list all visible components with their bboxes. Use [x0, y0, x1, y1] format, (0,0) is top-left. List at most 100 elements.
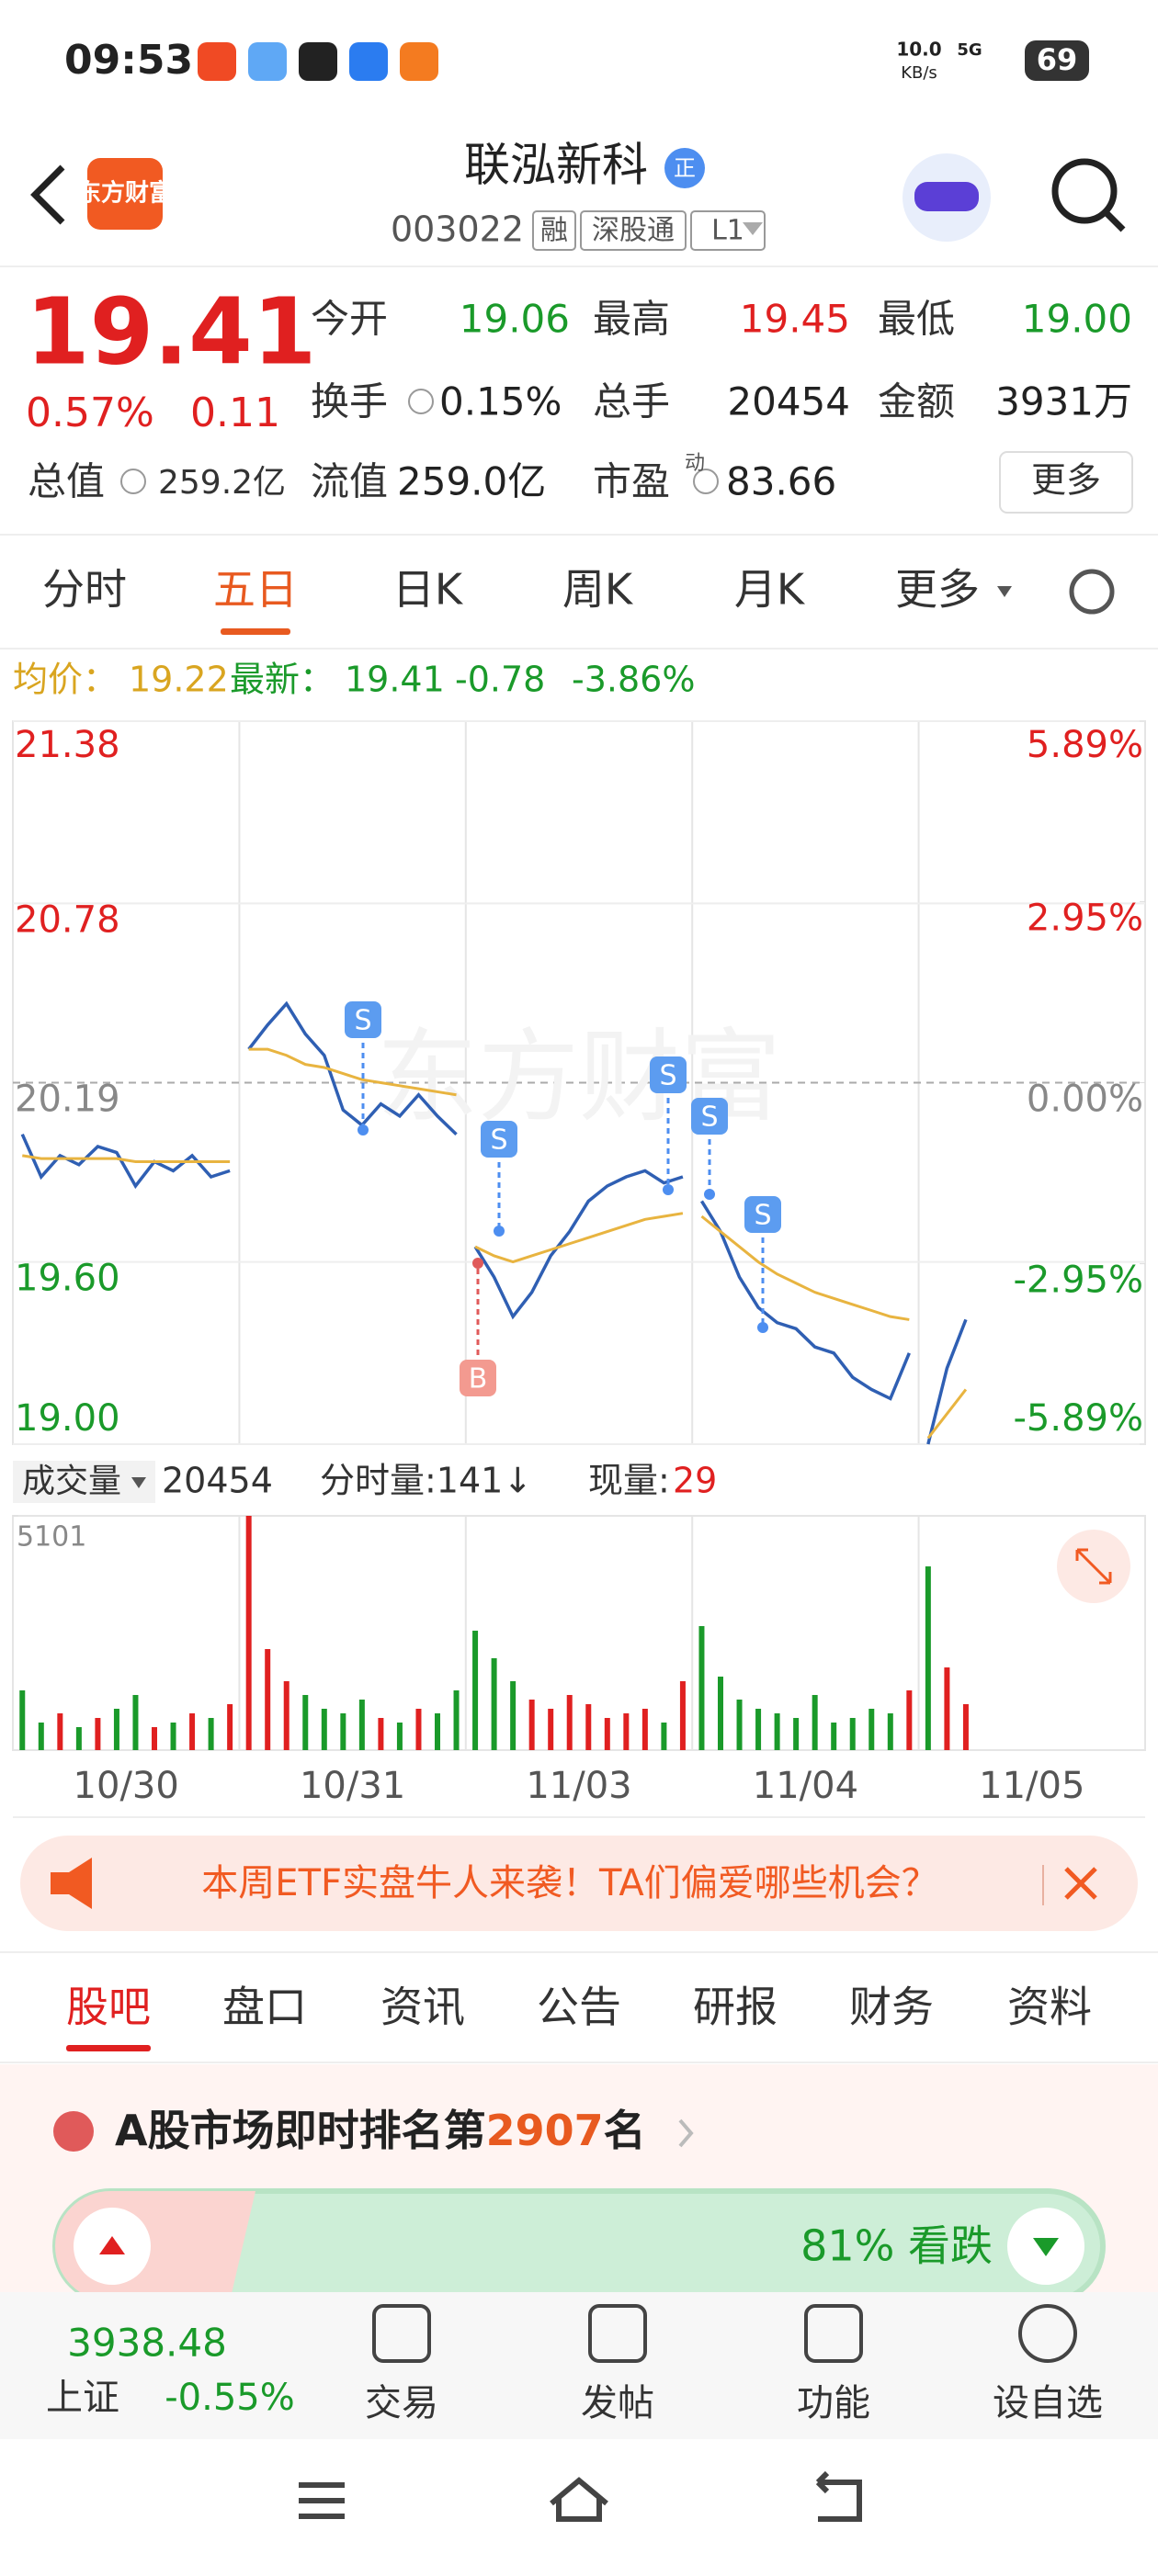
- marker-box: [744, 1196, 781, 1233]
- back-sys[interactable]: [815, 2470, 862, 2522]
- home[interactable]: [550, 2477, 608, 2522]
- tag-box: [532, 210, 576, 251]
- subtab[interactable]: 公告: [537, 1983, 621, 2032]
- vol-bar: [38, 1723, 44, 1750]
- nav-icon[interactable]: [1018, 2304, 1077, 2363]
- subtab[interactable]: 资料: [1007, 1983, 1092, 2032]
- series-line: [20, 1000, 968, 1445]
- info-icon[interactable]: [693, 469, 719, 494]
- nav-label[interactable]: 功能: [797, 2382, 870, 2424]
- x-tick-label: 11/04: [753, 1765, 858, 1807]
- vol-bar: [661, 1723, 667, 1750]
- series-line: [22, 1047, 968, 1440]
- vol-frame: [12, 1515, 1146, 1751]
- field-value: 19.06: [460, 297, 570, 342]
- tab-underline: [221, 628, 290, 635]
- subtab[interactable]: 研报: [693, 1983, 778, 2032]
- menu[interactable]: [299, 2482, 345, 2519]
- y-tick-label: 19.60: [15, 1258, 120, 1300]
- subtab[interactable]: 盘口: [222, 1983, 307, 2032]
- vol-bar: [774, 1713, 780, 1750]
- marker-dot: [757, 1322, 768, 1333]
- vol-bar: [152, 1727, 157, 1750]
- signal: 5G: [957, 40, 982, 60]
- vol-bar: [831, 1723, 837, 1750]
- x-tick-label: 10/30: [74, 1765, 179, 1807]
- vol-label[interactable]: 成交量: [22, 1463, 121, 1500]
- banner[interactable]: [20, 1836, 1138, 1931]
- tab[interactable]: 更多: [895, 565, 980, 615]
- nav-label[interactable]: 设自选: [993, 2382, 1103, 2424]
- field-label: 换手: [311, 379, 388, 424]
- search[interactable]: [1051, 158, 1118, 224]
- marker: S: [354, 1005, 371, 1037]
- subtab[interactable]: 股吧: [66, 1983, 151, 2032]
- tab[interactable]: 周K: [562, 565, 634, 615]
- nav-icon[interactable]: [588, 2304, 647, 2363]
- nav-label[interactable]: 交易: [365, 2382, 438, 2424]
- more-btn[interactable]: [999, 451, 1133, 514]
- expand-icon: [1075, 1548, 1112, 1585]
- field-value: 19.45: [740, 297, 850, 342]
- nav-label[interactable]: 发帖: [581, 2382, 654, 2424]
- more[interactable]: 更多: [1031, 460, 1101, 501]
- index-name: 上证: [46, 2377, 119, 2419]
- subtab[interactable]: 资讯: [380, 1983, 465, 2032]
- marker: B: [469, 1363, 488, 1395]
- rank-text[interactable]: A股市场即时排名第2907名: [115, 2106, 646, 2155]
- field-value: 259.0亿: [397, 459, 546, 504]
- vol-bar: [283, 1681, 290, 1750]
- marker-dot: [358, 1124, 369, 1135]
- vol-bar: [265, 1649, 271, 1750]
- tab[interactable]: 月K: [734, 565, 806, 615]
- vol-bar: [962, 1704, 969, 1750]
- subtab[interactable]: 财务: [849, 1983, 934, 2032]
- field-label: 最低: [878, 297, 955, 342]
- tag: 融: [540, 215, 568, 247]
- vol-bar: [868, 1709, 875, 1750]
- marker-dot: [494, 1226, 505, 1237]
- dropdown[interactable]: [743, 222, 763, 235]
- info-icon[interactable]: [120, 469, 146, 494]
- vol-bar: [510, 1681, 517, 1750]
- marker: S: [700, 1102, 718, 1134]
- vol-bar: [340, 1713, 346, 1750]
- y2-tick-label: 0.00%: [1027, 1079, 1143, 1121]
- banner-text[interactable]: 本周ETF实盘牛人来袭！TA们偏爱哪些机会？: [201, 1862, 937, 1904]
- y-tick-label: 19.00: [15, 1397, 120, 1440]
- tab[interactable]: 五日: [213, 565, 298, 615]
- vol-bar: [755, 1709, 762, 1750]
- pct: 0.57%: [26, 390, 154, 436]
- close[interactable]: [1064, 1867, 1097, 1900]
- info-icon[interactable]: [408, 389, 434, 414]
- app-icons: [198, 42, 438, 81]
- tab[interactable]: 日K: [392, 565, 464, 615]
- rank-num: 2907: [486, 2106, 604, 2155]
- field-label: 今开: [311, 297, 388, 342]
- nav-icon[interactable]: [372, 2304, 431, 2363]
- vol-bar: [19, 1690, 26, 1750]
- rank-icon: [53, 2111, 94, 2152]
- vol-bar: [849, 1718, 856, 1750]
- vol-bar: [698, 1626, 705, 1750]
- marker-box: [460, 1360, 496, 1396]
- field-value: 3931万: [995, 379, 1132, 424]
- tab[interactable]: 分时: [42, 565, 127, 615]
- y-tick-label: 20.19: [15, 1079, 120, 1121]
- vol-bar: [302, 1695, 309, 1750]
- rank-suffix: 名: [604, 2106, 646, 2155]
- vol-bar: [887, 1713, 893, 1750]
- vol-bar: [472, 1631, 479, 1750]
- back[interactable]: [30, 164, 65, 225]
- vol-bar: [566, 1695, 573, 1750]
- marker-box: [345, 1001, 381, 1038]
- nav-icon[interactable]: [804, 2304, 863, 2363]
- avg: 19.22: [129, 660, 229, 700]
- avg-label: 均价：: [13, 660, 118, 700]
- settings[interactable]: [1069, 569, 1115, 615]
- index[interactable]: 3938.48: [67, 2321, 227, 2366]
- vol-bar: [623, 1713, 630, 1750]
- vol-bar: [75, 1727, 82, 1750]
